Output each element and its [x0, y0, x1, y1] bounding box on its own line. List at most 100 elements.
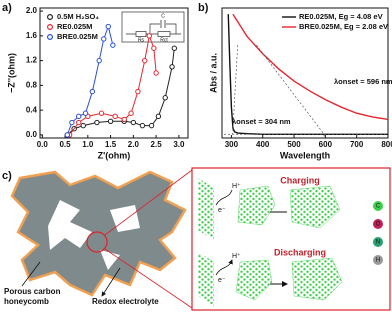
point: [69, 119, 75, 126]
point: [112, 113, 118, 120]
circuit-label: Rs: [138, 37, 145, 43]
pores: [48, 200, 140, 270]
panel-label: b): [198, 2, 209, 14]
x-tick-label: 1.0: [82, 140, 94, 149]
series-line: [66, 24, 114, 136]
annotation: λonset = 304 nm: [232, 117, 291, 126]
y-axis-label: −Z''(ohm): [6, 53, 16, 93]
point: [142, 57, 148, 64]
electrode-label: honeycomb: [4, 297, 49, 306]
point: [105, 23, 112, 30]
y-axis-label: Abs / a.u.: [208, 53, 218, 93]
point: [153, 70, 159, 76]
point: [94, 119, 100, 126]
arrow: [270, 211, 287, 284]
point: [121, 116, 127, 123]
circuit-label: C: [161, 13, 165, 19]
point: [146, 33, 152, 39]
y-tick-label: 0.8: [26, 80, 38, 89]
electrode-label: Porous carbon: [4, 287, 61, 296]
legend-label: BRE0.025M: [57, 32, 98, 41]
guide: [224, 44, 388, 138]
x-tick-label: 2.0: [128, 140, 140, 149]
series-line: [232, 13, 389, 121]
legend-marker: [46, 14, 53, 21]
point: [110, 42, 116, 48]
legend-marker: [46, 24, 53, 31]
point: [169, 64, 175, 70]
legend-label: 0.5M H₂SO₄: [57, 12, 99, 21]
process-label: Discharging: [274, 247, 326, 257]
x-tick-label: 600: [319, 140, 333, 149]
atom-key: [373, 201, 383, 211]
x-tick-label: 500: [287, 140, 301, 149]
diagram: c) Charging Discharging H⁺ H⁺ e⁻ e⁻ C O …: [2, 167, 391, 311]
plot-frame: [221, 7, 389, 139]
point: [76, 113, 82, 120]
point: [128, 110, 134, 116]
arrow: [215, 189, 232, 276]
atom-key: [373, 219, 383, 229]
honeycomb: [10, 170, 187, 297]
x-axis-label: Wavelength: [280, 150, 330, 160]
point: [135, 88, 141, 95]
point: [148, 122, 155, 129]
series-line: [227, 14, 388, 135]
point: [64, 132, 71, 138]
x-tick-label: 3.0: [173, 140, 185, 149]
panel-label: c): [2, 170, 12, 182]
circuit-label: Rct: [160, 37, 168, 43]
electrolyte-label: Redox electrolyte: [92, 297, 159, 306]
point: [98, 110, 105, 116]
point: [139, 122, 146, 129]
electrode: [198, 178, 214, 306]
y-tick-label: 0.4: [26, 105, 38, 114]
point: [101, 36, 107, 42]
ion-label: H⁺: [232, 183, 241, 190]
atom-label: C: [376, 204, 381, 210]
x-tick-label: 800: [381, 140, 392, 149]
x-tick-label: 0.5: [59, 140, 71, 149]
panel-label: a): [2, 2, 12, 14]
x-tick-label: 2.5: [151, 140, 163, 149]
annotation: λonset = 596 nm: [334, 77, 392, 86]
point: [96, 57, 102, 64]
process-label: Charging: [280, 175, 320, 185]
electron-label: e⁻: [218, 207, 226, 214]
point: [151, 45, 157, 51]
x-tick-label: 1.5: [105, 140, 117, 149]
point: [171, 45, 178, 51]
zoom-box: [191, 167, 391, 311]
atom-key: [373, 255, 383, 265]
point: [80, 122, 86, 129]
atom-label: O: [376, 222, 381, 228]
legend-label: RE0.025M: [57, 22, 92, 31]
point: [162, 95, 168, 101]
y-tick-label: 1.6: [26, 31, 38, 40]
x-tick-label: 700: [350, 140, 364, 149]
x-tick-label: 0.0: [37, 140, 49, 149]
point: [76, 119, 82, 126]
atom-label: H: [376, 258, 380, 264]
plot-frame: [39, 7, 189, 139]
x-tick-label: 400: [256, 140, 270, 149]
x-tick-label: 300: [225, 140, 239, 149]
legend-label: BRE0.025M, Eg = 2.08 eV: [299, 22, 388, 31]
atom-key: [373, 237, 383, 247]
zoom-circle: [86, 231, 108, 253]
y-tick-label: 2.0: [26, 6, 38, 15]
y-tick-label: 1.2: [26, 56, 38, 65]
electron-label: e⁻: [218, 277, 226, 284]
legend-label: RE0.025M, Eg = 4.08 eV: [299, 12, 383, 21]
y-tick-label: 0.0: [26, 130, 38, 139]
point: [130, 119, 137, 126]
atom-label: N: [376, 240, 380, 246]
circuit-inset: C Rs Rct: [121, 11, 185, 43]
pointer: [21, 261, 121, 296]
x-axis-label: Z'(ohm): [98, 150, 131, 160]
zoom-lines: [104, 169, 193, 309]
point: [89, 88, 96, 95]
ion-label: H⁺: [232, 253, 241, 260]
point: [82, 110, 89, 116]
